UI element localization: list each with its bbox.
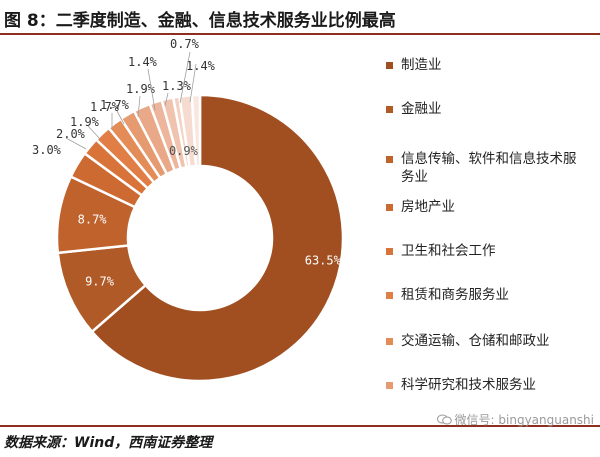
legend-item: 金融业 <box>386 100 581 118</box>
data-label: 1.9% <box>70 115 100 129</box>
legend-label: 租赁和商务服务业 <box>401 287 509 303</box>
legend-label: 金融业 <box>401 101 442 117</box>
label-leader-line <box>87 125 101 140</box>
label-leader-line <box>147 68 156 111</box>
legend-label: 卫生和社会工作 <box>401 243 496 259</box>
legend-swatch <box>386 204 393 211</box>
data-label: 1.3% <box>162 79 192 93</box>
data-label: 9.7% <box>85 275 115 289</box>
data-label: 1.4% <box>186 59 216 73</box>
legend-label: 科学研究和技术服务业 <box>401 377 536 393</box>
chart-title: 图 8：二季度制造、金融、信息技术服务业比例最高 <box>4 11 396 31</box>
watermark-text: 微信号: bingyanguanshi <box>454 413 594 427</box>
legend-item: 交通运输、仓储和邮政业 <box>386 332 581 350</box>
watermark: 微信号: bingyanguanshi <box>436 411 594 428</box>
footer-divider <box>0 425 600 427</box>
label-leader-line <box>189 63 197 103</box>
donut-slice <box>190 93 202 168</box>
data-label: 1.9% <box>126 82 156 96</box>
legend-swatch <box>386 338 393 345</box>
label-leader-line <box>164 92 169 107</box>
legend-label: 信息传输、软件和信息技术服务业 <box>401 151 577 185</box>
donut-slice <box>90 93 345 383</box>
data-label: 1.4% <box>128 55 158 69</box>
data-label: 2.0% <box>56 127 86 141</box>
label-leader-line <box>179 51 191 104</box>
legend-label: 房地产业 <box>401 199 455 215</box>
title-divider <box>0 33 600 35</box>
label-leader-line <box>65 137 87 150</box>
legend-item: 租赁和商务服务业 <box>386 286 581 304</box>
data-label: 3.0% <box>32 143 62 157</box>
wechat-icon <box>436 414 452 425</box>
data-label: 1.7% <box>90 100 120 114</box>
legend-label: 制造业 <box>401 57 442 73</box>
data-label: 8.7% <box>78 212 108 226</box>
source-note: 数据来源：Wind，西南证券整理 <box>4 435 213 451</box>
data-label: 0.7% <box>170 37 200 51</box>
legend-item: 信息传输、软件和信息技术服务业 <box>386 150 581 186</box>
label-leader-line <box>116 110 125 125</box>
legend-swatch <box>386 292 393 299</box>
legend-label: 交通运输、仓储和邮政业 <box>401 333 550 349</box>
legend-swatch <box>386 106 393 113</box>
data-label: 0.9% <box>169 144 199 158</box>
donut-data-labels: 63.5%9.7%8.7%3.0%2.0%1.9%1.7%1.7%1.9%1.4… <box>32 37 342 289</box>
legend-swatch <box>386 382 393 389</box>
legend-swatch <box>386 248 393 255</box>
data-label: 63.5% <box>305 254 342 268</box>
donut-slices <box>55 93 345 383</box>
legend-swatch <box>386 156 393 163</box>
label-leader-line <box>137 95 141 118</box>
legend-swatch <box>386 62 393 69</box>
legend-item: 制造业 <box>386 56 581 74</box>
legend-item: 房地产业 <box>386 198 581 216</box>
data-label: 1.7% <box>100 98 130 112</box>
legend-item: 科学研究和技术服务业 <box>386 376 581 394</box>
donut-chart: 63.5%9.7%8.7%3.0%2.0%1.9%1.7%1.7%1.9%1.4… <box>32 37 345 383</box>
legend-item: 卫生和社会工作 <box>386 242 581 260</box>
